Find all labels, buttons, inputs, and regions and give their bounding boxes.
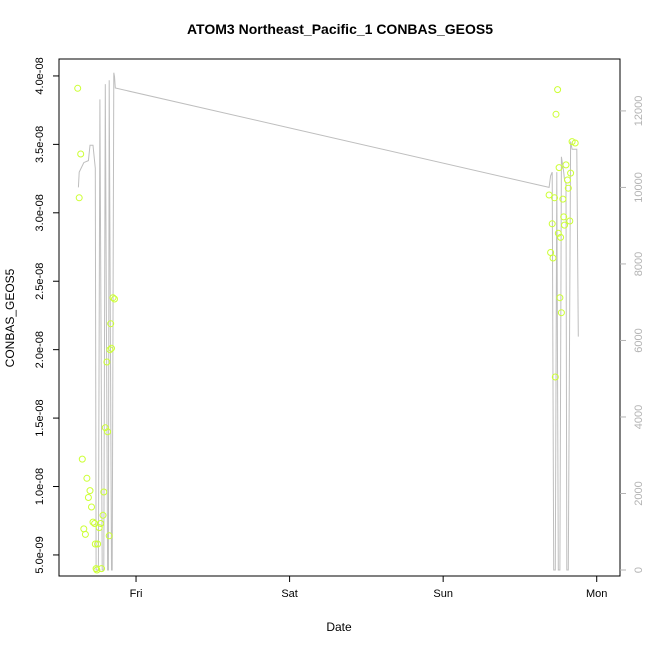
data-point (101, 424, 109, 432)
data-point (562, 161, 570, 169)
data-point (552, 110, 560, 118)
data-point (554, 86, 562, 94)
data-point (559, 195, 567, 203)
y-right-tick-label: 2000 (633, 481, 645, 505)
data-point (84, 494, 92, 501)
data-point (89, 518, 97, 526)
data-point (555, 164, 563, 172)
data-point (557, 309, 565, 317)
data-point (81, 530, 89, 538)
y-left-tick-label: 5.0e-09 (34, 536, 46, 573)
y-left-tick-label: 3.0e-08 (34, 194, 46, 231)
data-point (74, 84, 82, 92)
data-point (111, 295, 118, 303)
data-point (560, 213, 568, 221)
data-point (105, 532, 113, 540)
data-point (75, 194, 83, 202)
y-left-tick-label: 1.0e-08 (34, 468, 46, 505)
data-point (99, 511, 107, 519)
data-point (566, 217, 574, 225)
data-point (561, 221, 568, 229)
data-point (93, 566, 101, 574)
x-tick-label: Sun (433, 588, 453, 600)
data-point (98, 565, 105, 573)
data-point (556, 294, 564, 302)
y-left-tick-label: 2.0e-08 (34, 331, 46, 368)
data-point (92, 565, 100, 573)
y-left-tick-label: 2.5e-08 (34, 263, 46, 300)
data-point (100, 488, 108, 496)
plot-frame (58, 58, 621, 577)
data-point (551, 194, 558, 202)
data-point (557, 233, 565, 241)
x-axis: Fri Sat Sun Mon (130, 576, 607, 600)
y-axis-label: CONBAS_GEOS5 (3, 268, 17, 367)
data-point (567, 169, 575, 177)
y-right-tick-label: 10000 (633, 172, 645, 203)
x-tick-label: Sat (281, 588, 298, 600)
x-tick-label: Fri (130, 588, 143, 600)
data-point (88, 503, 95, 511)
y-left-tick-label: 1.5e-08 (34, 399, 46, 436)
y-axis-right: 0 2000 4000 6000 8000 10000 12000 (620, 96, 645, 573)
data-point (91, 540, 99, 548)
y-right-tick-label: 8000 (633, 252, 645, 276)
data-point (94, 540, 102, 548)
data-point (97, 520, 105, 527)
data-point (564, 184, 572, 192)
chart-title: ATOM3 Northeast_Pacific_1 CONBAS_GEOS5 (187, 21, 493, 37)
x-axis-label: Date (326, 620, 352, 634)
data-point (103, 358, 111, 366)
y-right-tick-label: 4000 (633, 405, 645, 429)
data-point (548, 220, 556, 228)
data-point (571, 139, 579, 147)
data-point (545, 191, 553, 199)
data-point (551, 373, 559, 381)
data-point (78, 455, 86, 463)
data-point (564, 176, 571, 184)
x-tick-label: Mon (586, 588, 607, 600)
y-right-tick-label: 0 (633, 567, 645, 573)
data-point (107, 320, 115, 328)
data-point (104, 428, 112, 436)
data-point (106, 346, 114, 354)
y-left-tick-label: 4.0e-08 (34, 57, 46, 94)
data-point (95, 524, 103, 532)
data-point (83, 474, 91, 482)
data-point (108, 344, 115, 352)
y-left-tick-label: 3.5e-08 (34, 126, 46, 163)
data-point (86, 487, 94, 495)
y-axis-left: 5.0e-09 1.0e-08 1.5e-08 2.0e-08 2.5e-08 3.0e-… (34, 57, 59, 574)
data-point (549, 254, 557, 262)
y-right-tick-label: 6000 (633, 328, 645, 352)
points-layer (74, 84, 579, 574)
data-point (77, 150, 85, 158)
data-point (554, 229, 562, 237)
data-point (109, 294, 117, 302)
y-right-tick-label: 12000 (633, 96, 645, 127)
